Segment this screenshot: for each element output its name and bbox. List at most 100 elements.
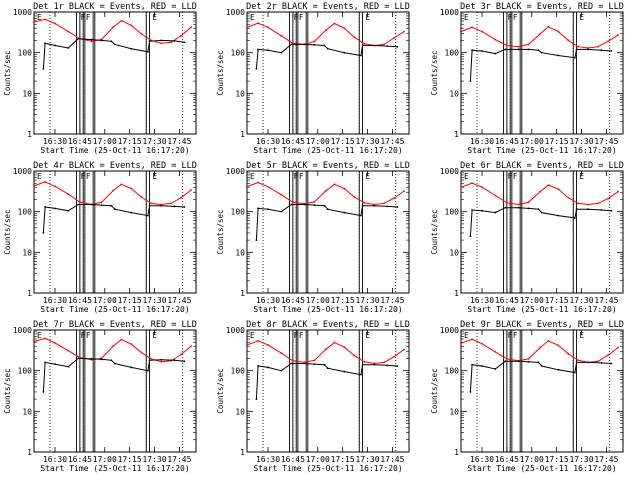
lld-point <box>403 348 405 351</box>
lld-point <box>617 346 619 349</box>
lld-point <box>471 338 473 341</box>
lld-point <box>257 22 259 25</box>
lld-point <box>130 343 133 346</box>
lld-point <box>120 19 123 22</box>
y-tick-label: 1 <box>454 289 459 298</box>
lld-point <box>567 196 570 199</box>
lld-point <box>44 337 46 340</box>
lld-point <box>587 203 590 206</box>
events-point <box>113 362 116 365</box>
events-point <box>110 359 113 362</box>
events-point <box>610 362 613 365</box>
lld-point <box>363 201 366 204</box>
events-point <box>517 360 520 363</box>
events-point <box>90 38 93 41</box>
x-tick-label: 17:45 <box>594 296 618 305</box>
events-point <box>343 211 346 214</box>
y-tick-label: 10 <box>22 407 32 416</box>
events-point <box>42 232 45 234</box>
panel-title: Det 1r BLACK = Events, RED = LLD <box>33 2 197 12</box>
events-series-line <box>469 48 612 82</box>
lld-point <box>325 29 327 31</box>
events-point <box>146 50 149 53</box>
lld-point <box>353 196 356 198</box>
lld-point <box>557 188 560 190</box>
lld-point <box>280 193 283 196</box>
x-tick-label: 16:45 <box>68 455 92 464</box>
x-tick-label: 16:45 <box>495 296 519 305</box>
events-point <box>481 209 483 212</box>
x-tick-label: 17:45 <box>380 296 404 305</box>
lld-point <box>353 36 356 39</box>
y-tick-label: 100 <box>231 208 246 217</box>
x-axis-label: Start Time (25-Oct-11 16:17:20) <box>40 146 189 155</box>
y-tick-label: 1 <box>240 289 245 298</box>
lld-point <box>353 354 356 357</box>
detector-panel-2: Det 2r BLACK = Events, RED = LLD 1 10 100 10… <box>216 2 410 155</box>
y-axis-label: Counts/sec <box>3 50 12 95</box>
events-point <box>54 44 56 47</box>
events-point <box>386 205 389 208</box>
events-point <box>587 208 590 211</box>
x-axis-label: Start Time (25-Oct-11 16:17:20) <box>467 464 616 473</box>
x-tick-label: 17:30 <box>142 137 166 146</box>
x-tick-label: 17:15 <box>118 137 142 146</box>
events-point <box>537 361 540 364</box>
x-tick-label: 17:45 <box>594 137 618 146</box>
lld-point <box>557 30 560 33</box>
lld-point <box>494 38 497 41</box>
x-tick-label: 17:00 <box>520 137 544 146</box>
flag-label: E <box>37 13 42 22</box>
lld-point <box>112 345 114 348</box>
events-point <box>77 357 80 360</box>
lld-series-line <box>460 338 619 363</box>
lld-point <box>140 32 143 35</box>
lld-point <box>325 348 327 350</box>
flag-label: E <box>37 331 42 340</box>
y-tick-label: 1000 <box>440 326 459 335</box>
lld-point <box>607 40 609 43</box>
events-point <box>610 50 613 52</box>
panel-title: Det 6r BLACK = Events, RED = LLD <box>460 161 624 171</box>
flag-label: E <box>580 331 585 340</box>
y-tick-label: 10 <box>449 407 459 416</box>
y-tick-label: 10 <box>22 248 32 257</box>
events-point <box>343 51 346 54</box>
y-tick-label: 10 <box>235 407 245 416</box>
x-tick-label: 17:00 <box>520 455 544 464</box>
plot-frame <box>460 329 624 453</box>
lld-point <box>383 43 386 46</box>
lld-point <box>67 349 70 352</box>
events-point <box>280 51 283 54</box>
lld-point <box>267 185 269 188</box>
panel-title: Det 7r BLACK = Events, RED = LLD <box>33 320 197 330</box>
lld-point <box>190 345 192 348</box>
plot-frame <box>33 11 197 135</box>
lld-point <box>313 40 316 43</box>
lld-point <box>403 190 405 193</box>
y-tick-label: 1 <box>27 448 32 457</box>
lld-point <box>267 26 269 29</box>
lld-series-line <box>246 22 405 47</box>
y-tick-label: 1 <box>454 130 459 139</box>
lld-point <box>527 357 530 360</box>
events-point <box>326 367 329 370</box>
flag-label: F <box>508 172 513 181</box>
events-point <box>313 204 316 207</box>
lld-point <box>617 34 619 37</box>
events-point <box>257 48 259 51</box>
x-tick-label: 16:45 <box>68 137 92 146</box>
events-point <box>540 51 543 54</box>
lld-series-line <box>33 181 192 206</box>
events-series-line <box>255 43 398 69</box>
events-point <box>67 47 70 49</box>
lld-point <box>280 352 283 355</box>
events-point <box>110 40 113 43</box>
x-tick-label: 16:30 <box>256 296 280 305</box>
events-point <box>386 45 389 48</box>
lld-point <box>557 344 560 347</box>
flag-label: F <box>294 172 299 181</box>
lld-point <box>567 39 570 42</box>
detector-panel-4: Det 4r BLACK = Events, RED = LLD 1 10 100 10… <box>3 161 197 314</box>
x-tick-label: 16:45 <box>281 296 305 305</box>
